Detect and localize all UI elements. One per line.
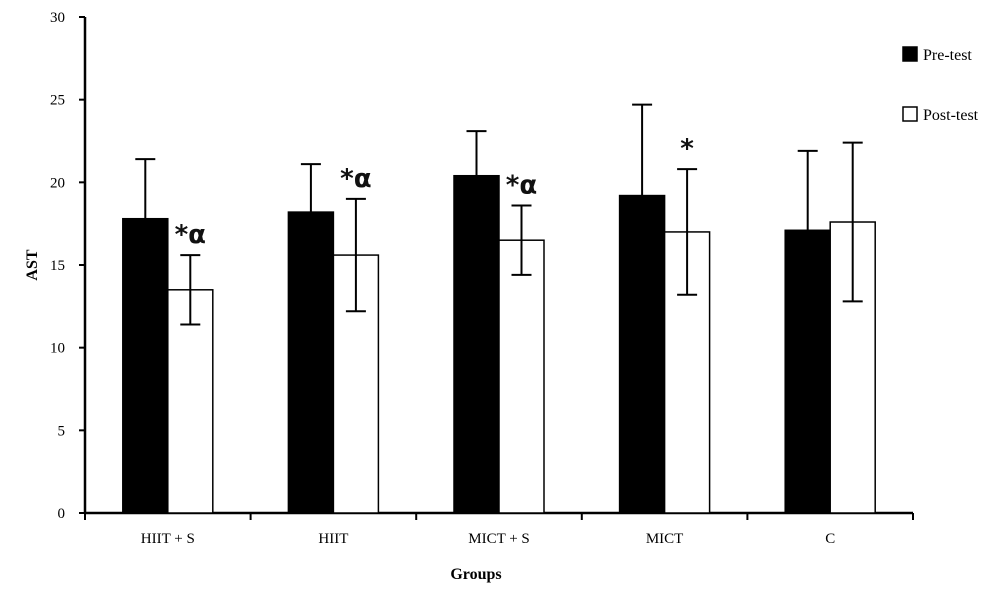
- y-tick-label: 0: [58, 506, 66, 522]
- x-tick-label: MICT: [646, 531, 684, 547]
- significance-annotation: *α: [506, 170, 537, 200]
- y-axis-title: AST: [24, 249, 41, 280]
- post-test-bar: [167, 289, 214, 514]
- legend-label: Pre-test: [923, 47, 972, 64]
- significance-annotation: *: [680, 134, 694, 164]
- plot-area: 0 5 10 15 20 25 30 *α HIIT + S *α HIIT *α MICT + S * M…: [50, 10, 914, 547]
- legend-label: Post-test: [923, 107, 979, 124]
- significance-annotation: *α: [340, 164, 371, 194]
- pre-test-bar: [453, 174, 500, 514]
- y-tick-label: 30: [50, 10, 65, 26]
- pre-test-bar: [784, 229, 831, 514]
- legend: Pre-test Post-test: [902, 46, 979, 124]
- x-tick-label: HIIT + S: [141, 531, 195, 547]
- y-tick-label: 15: [50, 258, 65, 274]
- pre-test-bar: [287, 211, 335, 514]
- y-tick-label: 20: [50, 175, 65, 191]
- x-tick-label: C: [825, 531, 835, 547]
- y-tick-label: 5: [58, 423, 66, 439]
- pre-test-bar: [618, 194, 666, 514]
- x-tick-label: MICT + S: [468, 531, 530, 547]
- y-tick-label: 10: [50, 341, 65, 357]
- legend-swatch: [902, 106, 918, 122]
- x-axis-title: Groups: [450, 566, 501, 583]
- legend-swatch: [902, 46, 918, 62]
- post-test-bar: [498, 239, 545, 514]
- pre-test-bar: [122, 217, 169, 514]
- x-tick-label: HIIT: [318, 531, 348, 547]
- significance-annotation: *α: [175, 220, 206, 250]
- y-tick-label: 25: [50, 93, 65, 109]
